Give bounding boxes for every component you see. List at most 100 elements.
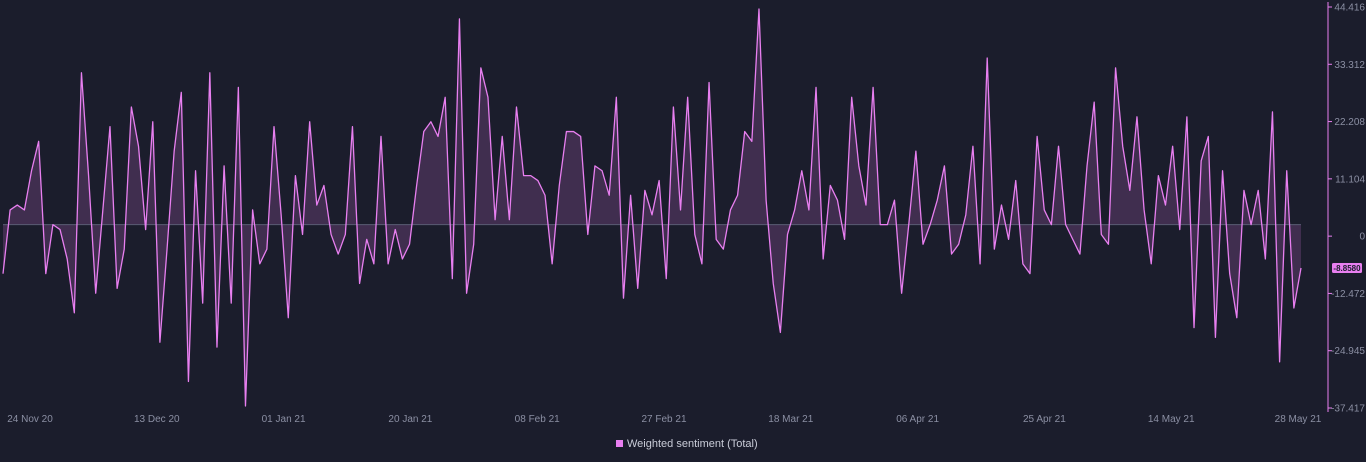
data-point — [880, 224, 881, 225]
data-point — [1072, 239, 1073, 240]
data-point — [2, 273, 3, 274]
data-point — [901, 293, 902, 294]
data-point — [1250, 224, 1251, 225]
data-point — [1300, 267, 1301, 268]
data-point — [209, 72, 210, 73]
data-point — [751, 141, 752, 142]
x-tick-label: 20 Jan 21 — [388, 414, 432, 425]
data-point — [245, 405, 246, 406]
data-point — [495, 219, 496, 220]
data-point — [259, 263, 260, 264]
data-point — [1086, 165, 1087, 166]
data-point — [530, 175, 531, 176]
data-point — [352, 126, 353, 127]
data-point — [865, 204, 866, 205]
data-point — [359, 283, 360, 284]
y-tick-label: -12.472 — [1331, 289, 1365, 300]
data-point — [1229, 273, 1230, 274]
data-point — [52, 224, 53, 225]
data-point — [844, 239, 845, 240]
data-point — [1286, 170, 1287, 171]
data-point — [644, 190, 645, 191]
data-point — [958, 244, 959, 245]
data-point — [395, 229, 396, 230]
data-point — [666, 278, 667, 279]
legend-label: Weighted sentiment (Total) — [627, 438, 758, 450]
data-point — [987, 57, 988, 58]
data-point — [1201, 160, 1202, 161]
data-point — [152, 121, 153, 122]
data-point — [573, 131, 574, 132]
y-tick-label: 22.208 — [1334, 117, 1365, 128]
x-tick-label: 28 May 21 — [1275, 414, 1322, 425]
data-point — [509, 219, 510, 220]
data-point — [459, 18, 460, 19]
data-point — [559, 185, 560, 186]
data-point — [74, 312, 75, 313]
y-tick-label: 44.416 — [1334, 3, 1365, 14]
data-point — [1236, 317, 1237, 318]
data-point — [1008, 239, 1009, 240]
x-tick-label: 06 Apr 21 — [896, 414, 939, 425]
data-point — [680, 209, 681, 210]
data-point — [723, 249, 724, 250]
x-tick-label: 25 Apr 21 — [1023, 414, 1066, 425]
data-point — [566, 131, 567, 132]
data-point — [1094, 102, 1095, 103]
data-point — [1001, 204, 1002, 205]
data-point — [537, 180, 538, 181]
x-tick-label: 24 Nov 20 — [7, 414, 53, 425]
data-point — [238, 87, 239, 88]
data-point — [701, 263, 702, 264]
data-point — [1279, 361, 1280, 362]
last-value-badge — [1332, 263, 1362, 274]
data-point — [309, 121, 310, 122]
data-point — [552, 263, 553, 264]
data-point — [894, 200, 895, 201]
data-point — [223, 165, 224, 166]
data-point — [273, 126, 274, 127]
data-point — [345, 234, 346, 235]
data-point — [252, 209, 253, 210]
data-point — [316, 204, 317, 205]
data-point — [801, 170, 802, 171]
data-point — [202, 302, 203, 303]
data-point — [587, 234, 588, 235]
data-point — [388, 263, 389, 264]
data-point — [972, 146, 973, 147]
data-point — [1108, 244, 1109, 245]
legend-swatch — [616, 440, 623, 447]
data-point — [630, 195, 631, 196]
data-point — [787, 234, 788, 235]
data-point — [38, 141, 39, 142]
data-point — [1165, 204, 1166, 205]
data-point — [1272, 111, 1273, 112]
data-point — [17, 204, 18, 205]
data-point — [409, 244, 410, 245]
data-point — [216, 347, 217, 348]
x-tick-label: 14 May 21 — [1148, 414, 1195, 425]
data-point — [95, 293, 96, 294]
data-point — [523, 175, 524, 176]
data-point — [124, 249, 125, 250]
data-point — [1186, 116, 1187, 117]
data-point — [673, 106, 674, 107]
x-tick-label: 18 Mar 21 — [768, 414, 813, 425]
data-point — [694, 234, 695, 235]
x-tick-label: 08 Feb 21 — [515, 414, 560, 425]
data-point — [544, 195, 545, 196]
data-point — [423, 131, 424, 132]
data-point — [330, 234, 331, 235]
data-point — [445, 97, 446, 98]
data-point — [81, 72, 82, 73]
data-point — [1051, 224, 1052, 225]
data-point — [1037, 136, 1038, 137]
data-point — [872, 87, 873, 88]
data-point — [266, 249, 267, 250]
data-point — [815, 87, 816, 88]
data-point — [516, 106, 517, 107]
data-point — [302, 234, 303, 235]
data-point — [138, 146, 139, 147]
y-tick-label: -24.945 — [1331, 346, 1365, 357]
data-point — [1029, 273, 1030, 274]
